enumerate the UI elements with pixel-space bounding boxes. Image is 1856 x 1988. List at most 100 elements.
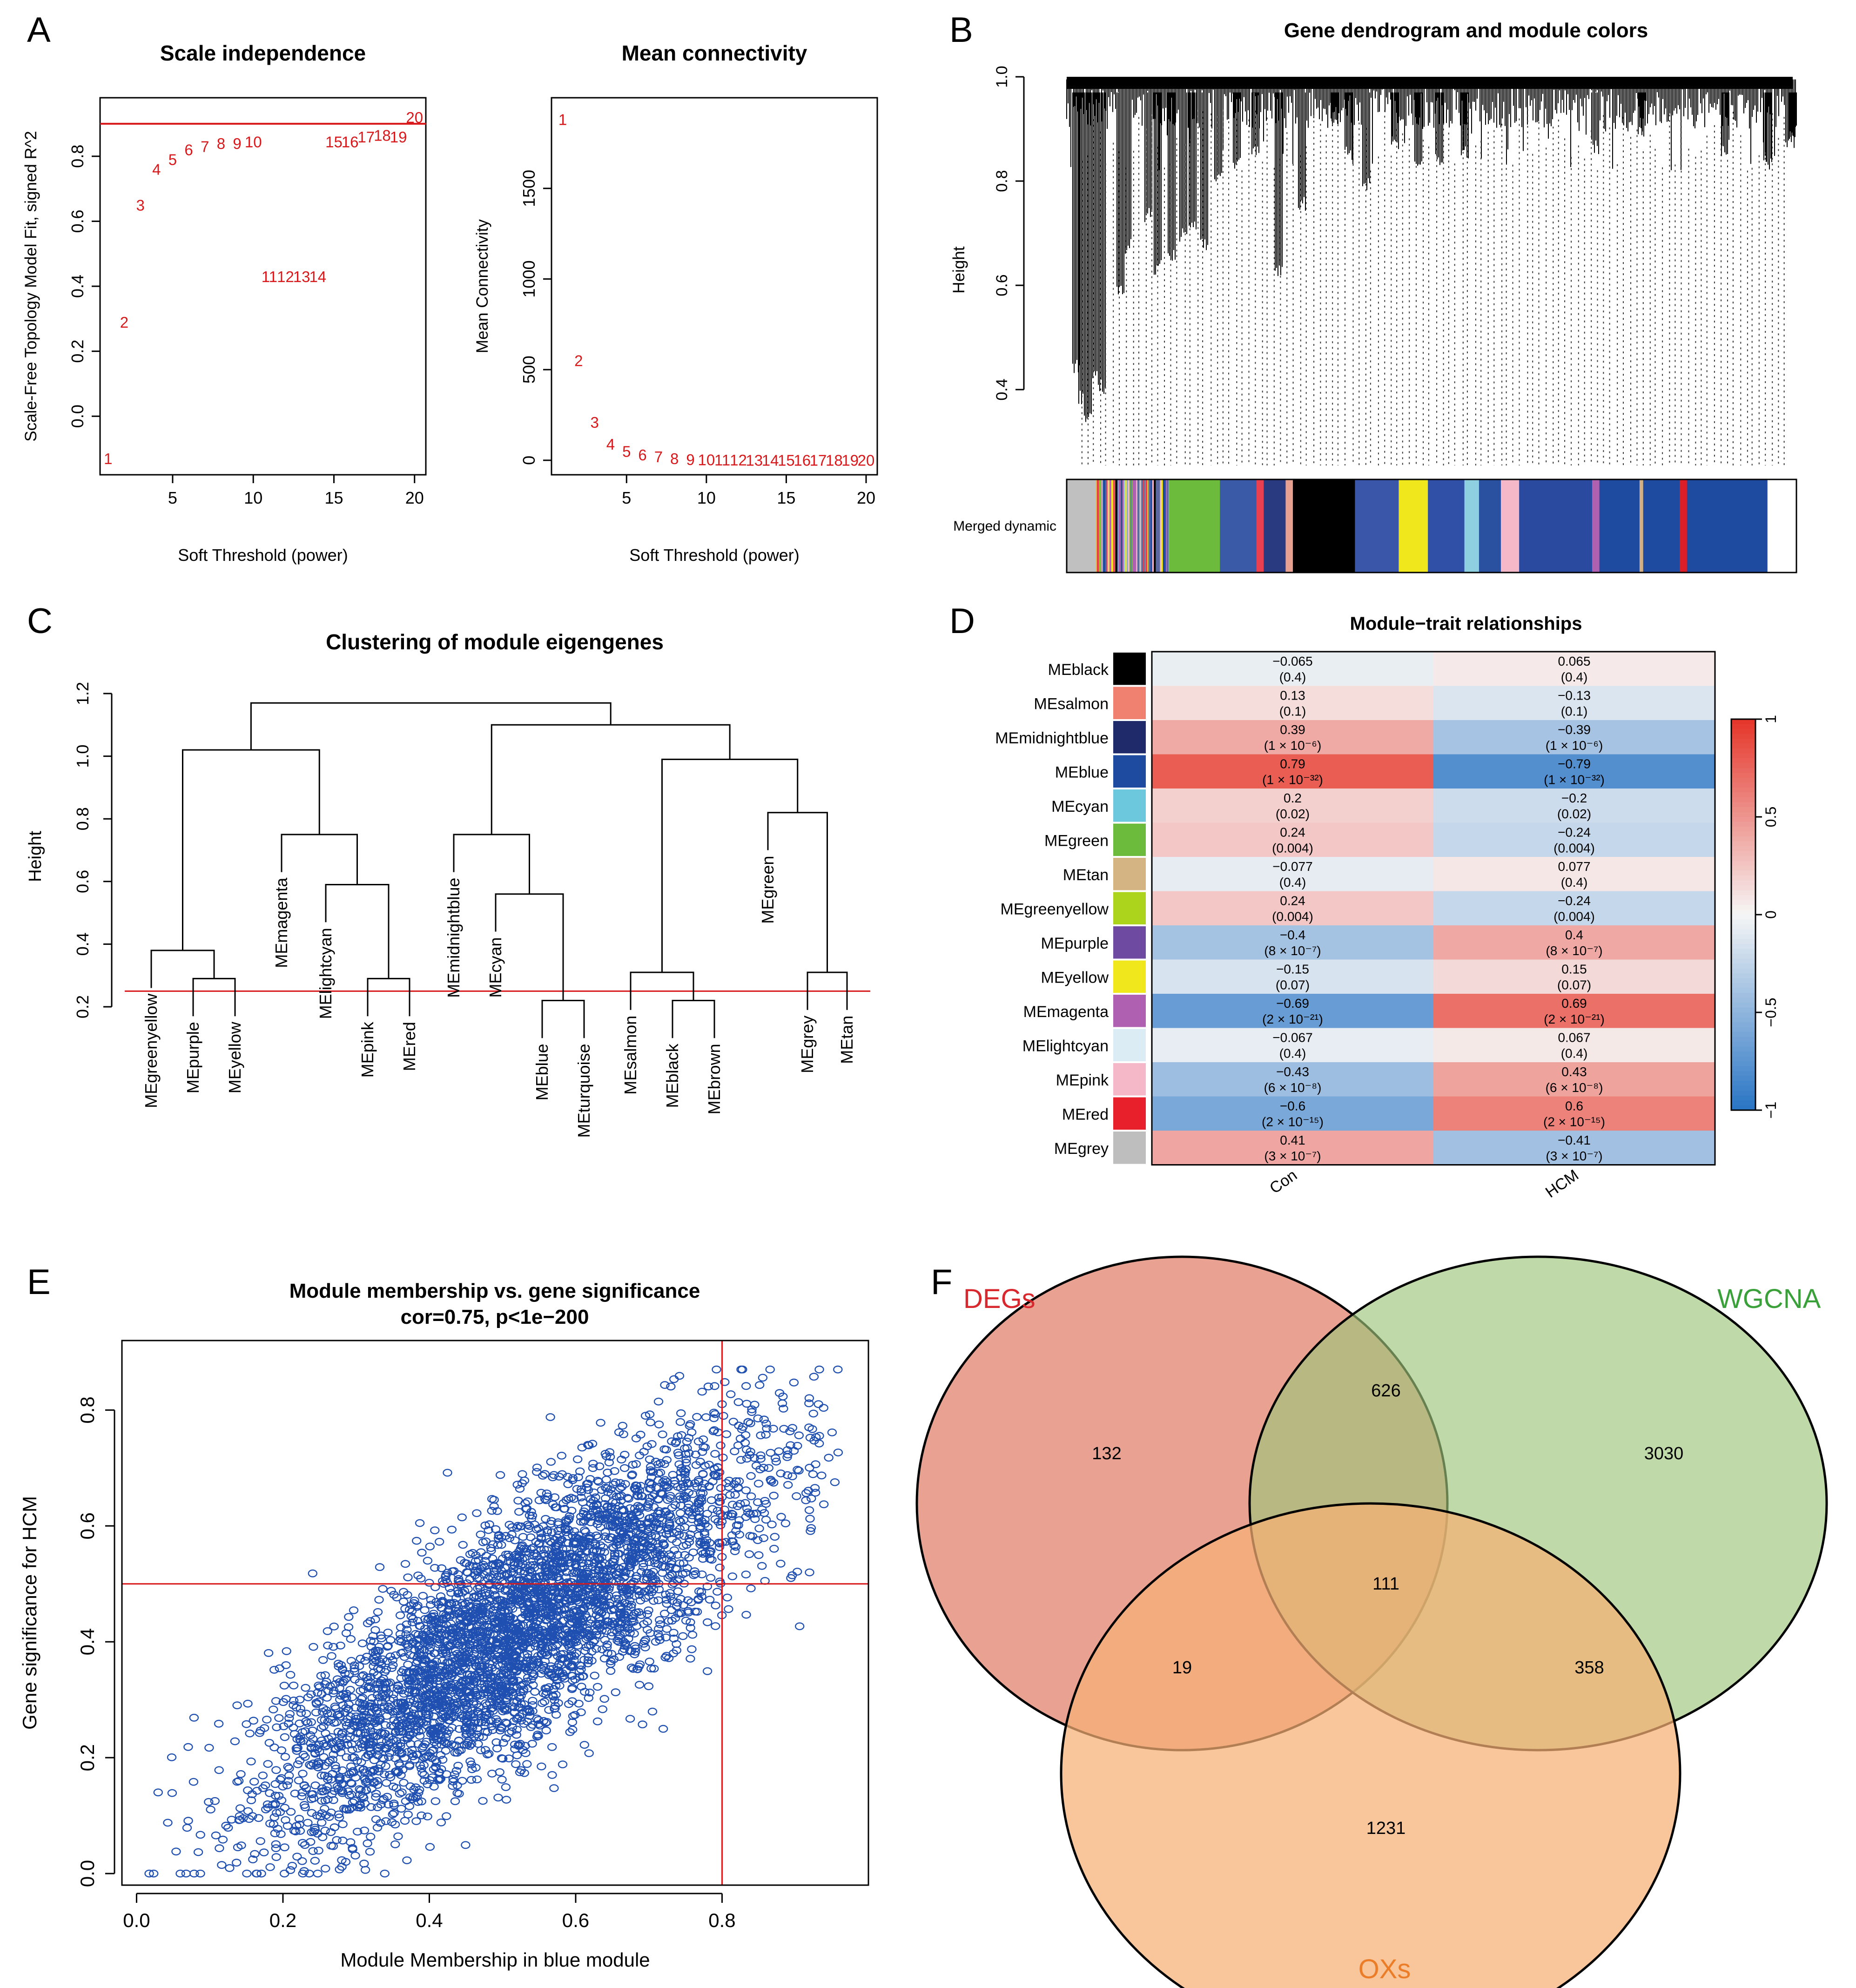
d-colorbar-step	[1731, 1095, 1755, 1101]
venn-label-wgcna: WGCNA	[1717, 1284, 1821, 1314]
d-heatmap-frame	[1151, 651, 1716, 1166]
b-module-color-stripe	[1103, 479, 1105, 573]
panel-b-axes: 0.4 0.6 0.8 1.0	[993, 66, 1025, 401]
d-cell-correlation: −0.24	[1558, 825, 1591, 840]
d-colorbar-step	[1731, 978, 1755, 984]
a1-y-tick-label: 0.0	[68, 404, 87, 428]
d-colorbar-step	[1731, 729, 1755, 735]
d-cell-correlation: −0.24	[1558, 894, 1591, 908]
d-colorbar-step	[1731, 812, 1755, 817]
venn-count-degs-only: 132	[1092, 1444, 1121, 1463]
d-cell-correlation: −0.077	[1272, 859, 1312, 874]
d-row-label: MEpink	[1056, 1071, 1109, 1089]
b-module-color-segment	[1067, 479, 1096, 573]
d-colorbar-step	[1731, 1061, 1755, 1067]
d-colorbar-step	[1731, 1017, 1755, 1023]
b-module-color-stripe	[1128, 479, 1130, 573]
d-colorbar-step	[1731, 1012, 1755, 1018]
c-leaf-label: MEmagenta	[272, 877, 291, 968]
d-heat-cell	[1433, 1028, 1715, 1062]
b-y-tick-label: 1.0	[993, 66, 1011, 88]
d-colorbar-step	[1731, 954, 1755, 959]
d-cell-correlation: −0.43	[1276, 1065, 1309, 1079]
d-colorbar-step	[1731, 827, 1755, 832]
d-cell-correlation: 0.69	[1561, 996, 1587, 1011]
d-heat-cell	[1433, 720, 1715, 755]
b-module-color-segment	[1639, 479, 1644, 573]
panel-e-ylabel: Gene significance for HCM	[19, 1496, 40, 1730]
d-cell-pvalue: (0.07)	[1557, 978, 1591, 992]
c-leaf-label: MEbrown	[705, 1044, 724, 1114]
b-module-color-segment	[1293, 479, 1355, 573]
d-colorbar-step	[1731, 890, 1755, 896]
panel-b-gene-dendrogram: Gene dendrogram and module colors 0.4 0.6…	[950, 19, 1797, 573]
b-module-color-segment	[1256, 479, 1264, 573]
panel-c-axes: 0.2 0.4 0.6 0.8 1.0 1.2	[73, 682, 113, 1018]
a1-x-tick-label: 15	[324, 488, 343, 507]
panel-b-title: Gene dendrogram and module colors	[1284, 19, 1648, 42]
a1-point-label: 6	[184, 142, 193, 159]
a2-y-tick-label: 1500	[519, 170, 538, 207]
b-module-color-segment	[1428, 479, 1465, 573]
a1-point-label: 10	[245, 133, 262, 150]
d-colorbar-step	[1731, 1085, 1755, 1091]
d-colorbar-step	[1731, 905, 1755, 910]
d-colorbar-step	[1731, 1003, 1755, 1008]
b-module-color-stripe	[1113, 479, 1115, 573]
d-colorbar-step	[1731, 910, 1755, 915]
d-cell-pvalue: (2 × 10⁻¹⁵)	[1543, 1115, 1605, 1129]
a1-point-label: 5	[168, 151, 177, 168]
e-x-tick-label: 0.6	[562, 1909, 589, 1931]
d-module-color-swatch	[1113, 960, 1146, 993]
panel-label-f: F	[931, 1262, 952, 1302]
d-heat-cell	[1433, 994, 1715, 1028]
d-colorbar-step	[1731, 929, 1755, 935]
b-module-color-stripe	[1118, 479, 1121, 573]
venn-count-wgcna-only: 3030	[1644, 1444, 1684, 1463]
panel-b-color-bar-label: Merged dynamic	[953, 519, 1056, 534]
d-colorbar-step	[1731, 797, 1755, 803]
b-dendrogram-branches	[1066, 79, 1797, 422]
d-colorbar-step	[1731, 743, 1755, 749]
d-heat-cell	[1152, 857, 1433, 891]
b-module-color-stripe	[1145, 479, 1148, 573]
b-module-color-stripe	[1125, 479, 1127, 573]
b-module-color-stripe	[1165, 479, 1167, 573]
a2-point-label: 20	[858, 452, 875, 469]
d-heat-cell	[1152, 891, 1433, 925]
d-heat-cell	[1152, 788, 1433, 823]
panel-label-a: A	[27, 10, 51, 50]
b-module-color-stripe	[1161, 479, 1163, 573]
panel-b-ylabel: Height	[950, 246, 968, 293]
d-colorbar-step	[1731, 734, 1755, 739]
b-module-color-segment	[1519, 479, 1593, 573]
b-module-color-stripe	[1154, 479, 1156, 573]
a2-point-label: 18	[826, 452, 843, 469]
d-colorbar-step	[1731, 924, 1755, 930]
b-y-tick-label: 0.8	[993, 170, 1011, 192]
b-module-color-stripe	[1096, 479, 1099, 573]
d-colorbar-tick-label: 1	[1762, 715, 1779, 723]
d-colorbar-step	[1731, 1046, 1755, 1052]
venn-count-oxs-only: 1231	[1366, 1819, 1406, 1838]
d-cell-pvalue: (0.4)	[1561, 1046, 1588, 1061]
d-heat-cell	[1433, 857, 1715, 891]
d-cell-correlation: −0.41	[1558, 1133, 1591, 1147]
b-module-color-segment	[1680, 479, 1688, 573]
a2-point-label: 3	[590, 414, 598, 431]
a2-x-tick-label: 20	[857, 488, 875, 507]
d-cell-pvalue: (8 × 10⁻⁷)	[1264, 943, 1321, 958]
a2-point-label: 4	[606, 436, 615, 453]
d-cell-pvalue: (2 × 10⁻¹⁵)	[1262, 1115, 1324, 1129]
a2-point-label: 12	[730, 452, 747, 469]
d-colorbar-step	[1731, 1007, 1755, 1013]
c-y-tick-label: 0.2	[73, 995, 92, 1018]
d-colorbar-tick-label: −1	[1762, 1102, 1779, 1119]
c-leaf-label: MEcyan	[486, 937, 505, 997]
d-colorbar-step	[1731, 763, 1755, 768]
d-cell-correlation: −0.79	[1558, 757, 1591, 771]
d-colorbar-step	[1731, 1027, 1755, 1032]
d-colorbar-step	[1731, 1091, 1755, 1096]
d-colorbar-step	[1731, 1051, 1755, 1057]
